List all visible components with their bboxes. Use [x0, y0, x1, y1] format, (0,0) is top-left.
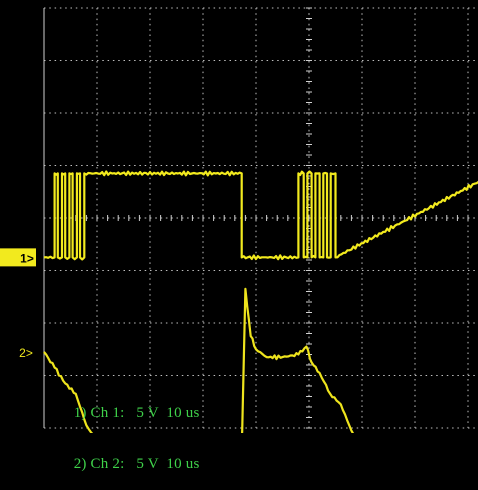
channel-settings-readout: 1) Ch 1: 5 V 10 us 2) Ch 2: 5 V 10 us: [50, 388, 200, 490]
ch1-settings-row: 1) Ch 1: 5 V 10 us: [50, 388, 200, 439]
ch1-trace: [43, 170, 478, 261]
channel-markers: 1> 2>: [0, 248, 36, 360]
ch2-time-per-div: 10 us: [166, 456, 200, 472]
ch2-settings-row: 2) Ch 2: 5 V 10 us: [50, 439, 200, 490]
ch1-marker-label: 1>: [20, 251, 34, 265]
ch2-volts-per-div: 5 V: [136, 456, 159, 472]
ch1-label: 1) Ch 1:: [73, 405, 125, 421]
oscilloscope-display: 1> 2> 1) Ch 1: 5 V 10 us 2) Ch 2: 5 V 10 …: [0, 7, 478, 472]
ch1-volts-per-div: 5 V: [136, 405, 159, 421]
ch2-marker-label: 2>: [19, 346, 33, 360]
traces: [43, 170, 478, 433]
oscilloscope-screen: 1> 2>: [0, 7, 478, 433]
ch2-trace: [43, 287, 355, 433]
ch2-label: 2) Ch 2:: [73, 456, 125, 472]
ch1-marker-box: [0, 248, 36, 267]
graticule: [43, 7, 478, 429]
ch1-time-per-div: 10 us: [166, 405, 200, 421]
